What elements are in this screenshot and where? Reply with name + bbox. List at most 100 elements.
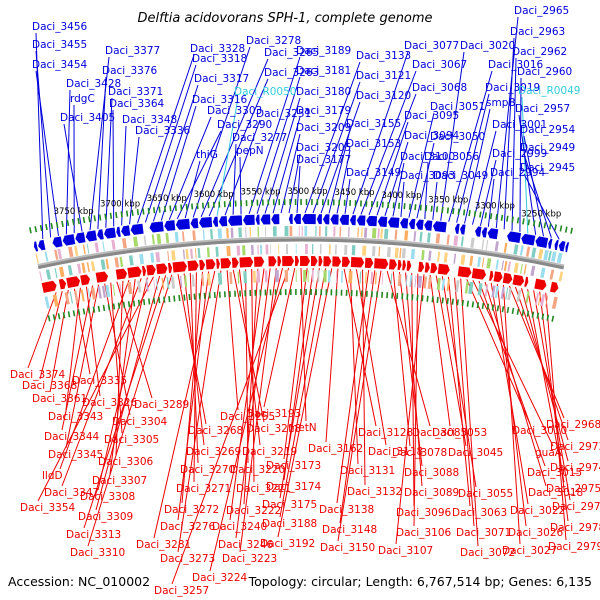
leader-line-top [97,76,107,229]
cog-feature-reverse [265,244,269,255]
gene-label-top: Daci_3153 [346,138,401,150]
leader-line-top [304,61,361,214]
cog-feature-reverse [285,244,289,255]
gene-label-bottom: Daci_3310 [70,547,125,559]
gene-label-top: Daci_3056 [424,151,480,163]
forward-gene [400,218,409,229]
cog-feature-reverse-outer [441,278,446,291]
reverse-gene [277,256,282,267]
leader-line-top [208,78,269,217]
reverse-gene [502,272,513,284]
scale-tick [511,216,514,223]
reverse-gene [231,257,239,268]
kbp-tick-label: 3250 kbp [521,209,561,219]
cog-feature-reverse-outer [537,293,542,306]
cog-feature-reverse-outer [397,273,402,287]
gene-label-top: Daci_3093 [400,170,455,182]
gene-label-bottom: Daci_3138 [319,504,374,516]
scale-tick [132,300,136,307]
scale-tick [102,304,106,312]
scale-tick [451,298,454,305]
cog-feature-forward [525,246,531,257]
cog-feature-forward [513,244,519,255]
leader-line-top [224,119,261,216]
cog-feature-forward [210,229,214,240]
cog-feature-reverse-outer [374,272,377,285]
scale-tick [521,309,525,316]
cog-feature-forward [151,234,155,245]
leader-line-bottom [177,270,222,553]
gene-label-bottom: Daci_3148 [322,524,377,536]
scale-tick [414,204,417,211]
scale-tick [107,304,111,311]
gene-label-bottom: Daci_3071 [456,527,511,539]
cog-feature-reverse-outer [464,281,469,294]
gene-label-top: Daci_3317 [194,73,249,85]
leader-line-bottom [466,279,531,425]
scale-tick [541,313,545,320]
leader-line-bottom [460,278,479,547]
gene-label-top: Daci_3364 [109,98,165,110]
leader-line-top [105,97,113,228]
gene-label-top: Daci_3316 [192,94,248,106]
scale-tick [435,206,439,213]
scale-tick [98,214,102,221]
gene-label-bottom: Daci_3222 [226,505,281,517]
gene-label-bottom: Daci_3219 [242,446,297,458]
leader-line-top [129,136,140,225]
leader-line-bottom [83,275,167,529]
forward-gene [97,229,104,240]
forward-gene [227,215,243,226]
gene-label-top: Daci_2960 [517,66,572,78]
reverse-gene [512,274,525,286]
gene-label-bottom: Daci_3132 [347,486,402,498]
backbone-line [38,238,564,270]
scale-tick [183,294,186,301]
scale-tick [92,306,96,313]
cog-feature-reverse-outer [417,275,423,289]
scale-tick [109,212,113,219]
cog-feature-reverse [150,252,155,263]
gene-label-top: Daci_2965 [514,5,569,17]
cog-feature-reverse-outer [364,271,367,284]
gene-label-top: Daci_2963 [510,26,565,38]
forward-gene [454,223,460,234]
leader-line-top [176,130,222,220]
cog-feature-reverse-outer [44,296,50,309]
cog-feature-reverse-outer [179,275,183,288]
cog-feature-forward [339,226,342,237]
forward-gene [199,217,213,228]
leader-line-bottom [39,291,63,380]
gene-label-bottom: Daci_3305 [104,434,159,446]
scale-tick [531,311,535,318]
gene-label-top: Daci_3428 [66,78,121,90]
cog-feature-reverse-outer [264,270,268,283]
gene-label-bottom: Daci_3010 [512,425,567,437]
forward-gene [415,219,424,230]
kbp-tick-label: 3600 kbp [194,190,234,200]
forward-gene [460,224,466,235]
gene-label-top: smpB [486,97,516,109]
cog-feature-reverse-outer [505,287,509,300]
cog-feature-reverse-outer [317,270,320,283]
cog-feature-forward [404,230,409,241]
leader-line-bottom [539,291,569,522]
leader-line-top [248,56,301,215]
gene-label-bottom: Daci_3055 [458,488,513,500]
scale-tick [158,297,161,304]
forward-gene [190,218,199,229]
cog-feature-reverse-outer [237,271,240,284]
gene-label-top: Daci_3095 [404,110,459,122]
cog-feature-forward [35,253,39,264]
scale-tick [185,203,188,211]
leader-line-bottom [533,290,571,501]
cog-feature-reverse [401,248,406,259]
cog-feature-forward [82,244,86,255]
leader-line-top [168,116,212,220]
gene-label-top: Daci_3177 [296,154,351,166]
scale-tick [122,301,126,308]
cog-feature-reverse [206,247,210,258]
scale-tick [153,297,156,304]
scale-tick [522,218,525,225]
cog-feature-reverse [236,245,241,256]
